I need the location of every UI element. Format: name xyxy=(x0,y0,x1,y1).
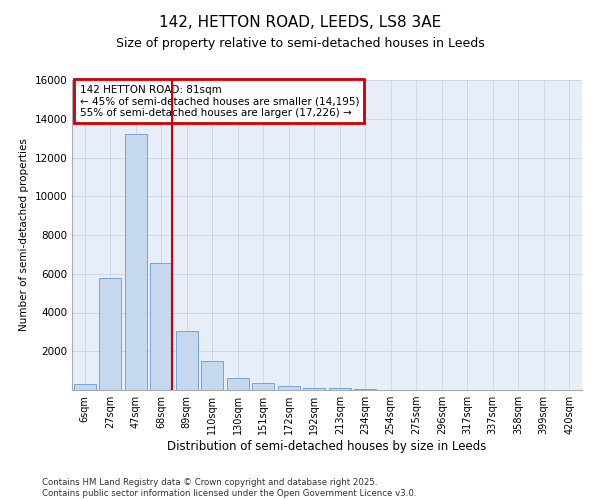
Text: 142 HETTON ROAD: 81sqm
← 45% of semi-detached houses are smaller (14,195)
55% of: 142 HETTON ROAD: 81sqm ← 45% of semi-det… xyxy=(80,84,359,118)
Bar xyxy=(329,388,350,390)
X-axis label: Distribution of semi-detached houses by size in Leeds: Distribution of semi-detached houses by … xyxy=(167,440,487,453)
Text: Contains HM Land Registry data © Crown copyright and database right 2025.
Contai: Contains HM Land Registry data © Crown c… xyxy=(42,478,416,498)
Bar xyxy=(227,378,248,390)
Bar xyxy=(151,263,172,390)
Bar xyxy=(100,278,121,390)
Bar xyxy=(304,388,325,390)
Y-axis label: Number of semi-detached properties: Number of semi-detached properties xyxy=(19,138,29,332)
Bar xyxy=(74,384,95,390)
Bar xyxy=(278,386,299,390)
Bar xyxy=(125,134,146,390)
Text: 142, HETTON ROAD, LEEDS, LS8 3AE: 142, HETTON ROAD, LEEDS, LS8 3AE xyxy=(159,15,441,30)
Bar xyxy=(253,383,274,390)
Bar xyxy=(202,361,223,390)
Bar xyxy=(176,331,197,390)
Text: Size of property relative to semi-detached houses in Leeds: Size of property relative to semi-detach… xyxy=(116,38,484,51)
